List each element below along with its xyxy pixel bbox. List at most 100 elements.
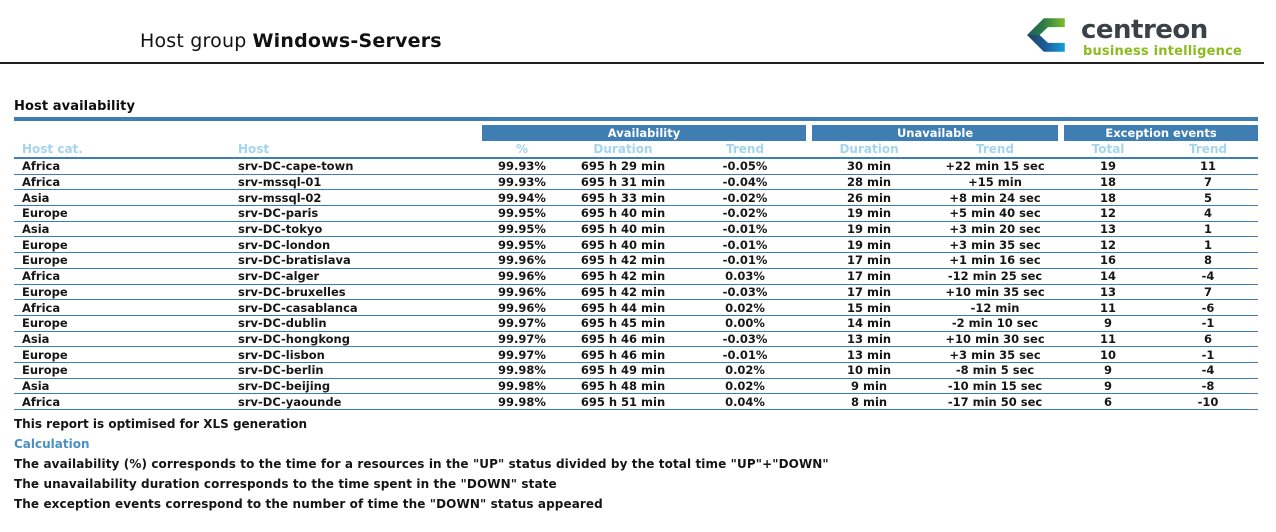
column-header-availability-pct: % — [482, 141, 562, 159]
calculation-line-availability: The availability (%) corresponds to the … — [14, 457, 829, 471]
cell-exception-total: 18 — [1058, 190, 1159, 207]
cell-host: srv-DC-bruxelles — [230, 285, 482, 301]
column-header-host: Host — [230, 141, 482, 159]
cell-exception-trend: 4 — [1158, 206, 1259, 222]
column-header-exception-total: Total — [1058, 141, 1159, 159]
cell-unavailable-trend: +3 min 35 sec — [932, 347, 1059, 363]
column-header-unavailable-trend: Trend — [932, 141, 1059, 159]
cell-unavailable-duration: 28 min — [806, 175, 933, 191]
cell-host: srv-mssql-01 — [230, 175, 482, 191]
cell-exception-trend: 1 — [1158, 222, 1259, 238]
cell-exception-trend: -8 — [1158, 379, 1259, 395]
cell-unavailable-duration: 17 min — [806, 253, 933, 269]
cell-unavailable-duration: 14 min — [806, 316, 933, 332]
cell-availability-pct: 99.98% — [482, 394, 562, 410]
cell-availability-trend: -0.01% — [684, 237, 807, 254]
cell-availability-pct: 99.97% — [482, 316, 562, 332]
page-title: Host group Windows-Servers — [140, 30, 442, 52]
cell-availability-trend: -0.02% — [684, 206, 807, 222]
cell-availability-pct: 99.96% — [482, 269, 562, 285]
cell-availability-pct: 99.98% — [482, 379, 562, 395]
cell-exception-total: 11 — [1058, 332, 1159, 348]
cell-exception-total: 9 — [1058, 363, 1159, 379]
column-header-availability-duration: Duration — [562, 141, 684, 159]
column-header-unavailable-duration: Duration — [806, 141, 933, 159]
cell-unavailable-duration: 19 min — [806, 206, 933, 222]
cell-host-cat: Europe — [14, 363, 230, 379]
cell-unavailable-trend: +3 min 35 sec — [932, 237, 1059, 254]
cell-host-cat: Africa — [14, 159, 230, 175]
cell-unavailable-trend: +22 min 15 sec — [932, 159, 1059, 175]
cell-host-cat: Asia — [14, 222, 230, 238]
cell-availability-duration: 695 h 42 min — [562, 269, 684, 285]
cell-unavailable-trend: -12 min 25 sec — [932, 269, 1059, 285]
cell-availability-pct: 99.96% — [482, 285, 562, 301]
cell-unavailable-duration: 8 min — [806, 394, 933, 410]
table-row: Europe srv-DC-bratislava 99.96% 695 h 42 mi… — [14, 253, 1259, 269]
cell-unavailable-trend: +3 min 20 sec — [932, 222, 1059, 238]
cell-host-cat: Europe — [14, 237, 230, 254]
cell-unavailable-trend: -17 min 50 sec — [932, 394, 1059, 410]
logo-text: centreon business intelligence — [1081, 17, 1242, 58]
cell-availability-duration: 695 h 29 min — [562, 159, 684, 175]
cell-host-cat: Asia — [14, 379, 230, 395]
calculation-label: Calculation — [14, 437, 90, 451]
column-header-row: Host cat. Host % Duration Trend Duration… — [14, 141, 1259, 159]
cell-host-cat: Africa — [14, 269, 230, 285]
table-row: Africa srv-DC-cape-town 99.93% 695 h 29 min… — [14, 159, 1259, 175]
cell-unavailable-duration: 13 min — [806, 347, 933, 363]
cell-host-cat: Europe — [14, 347, 230, 363]
cell-unavailable-duration: 17 min — [806, 269, 933, 285]
cell-availability-trend: -0.01% — [684, 347, 807, 363]
cell-availability-trend: 0.03% — [684, 269, 807, 285]
cell-exception-trend: 6 — [1158, 332, 1259, 348]
table-row: Europe srv-DC-lisbon 99.97% 695 h 46 min -0.… — [14, 347, 1259, 363]
report-footer: This report is optimised for XLS generat… — [14, 417, 1258, 511]
cell-availability-pct: 99.95% — [482, 206, 562, 222]
table-row: Africa srv-DC-alger 99.96% 695 h 42 min 0.03… — [14, 269, 1259, 285]
cell-host: srv-DC-london — [230, 237, 482, 254]
cell-availability-pct: 99.97% — [482, 332, 562, 348]
cell-unavailable-trend: -10 min 15 sec — [932, 379, 1059, 395]
group-header-row: Availability Unavailable Exception event… — [14, 125, 1259, 141]
cell-host-cat: Europe — [14, 206, 230, 222]
cell-exception-trend: 7 — [1158, 285, 1259, 301]
cell-host: srv-DC-cape-town — [230, 159, 482, 175]
table-row: Europe srv-DC-berlin 99.98% 695 h 49 min 0.0… — [14, 363, 1259, 379]
cell-availability-trend: 0.02% — [684, 300, 807, 316]
table-row: Asia srv-DC-beijing 99.98% 695 h 48 min 0.02… — [14, 379, 1259, 395]
cell-exception-total: 13 — [1058, 285, 1159, 301]
cell-exception-total: 18 — [1058, 175, 1159, 191]
cell-unavailable-trend: -8 min 5 sec — [932, 363, 1059, 379]
cell-exception-total: 12 — [1058, 237, 1159, 254]
cell-unavailable-duration: 15 min — [806, 300, 933, 316]
cell-unavailable-duration: 10 min — [806, 363, 933, 379]
cell-unavailable-duration: 19 min — [806, 237, 933, 254]
cell-exception-trend: -4 — [1158, 269, 1259, 285]
cell-host: srv-DC-tokyo — [230, 222, 482, 238]
cell-exception-trend: 11 — [1158, 159, 1259, 175]
cell-availability-duration: 695 h 40 min — [562, 222, 684, 238]
cell-availability-trend: -0.03% — [684, 332, 807, 348]
cell-availability-trend: -0.03% — [684, 285, 807, 301]
cell-availability-duration: 695 h 51 min — [562, 394, 684, 410]
cell-exception-total: 9 — [1058, 316, 1159, 332]
calculation-line-exception: The exception events correspond to the n… — [14, 497, 603, 511]
cell-availability-trend: 0.02% — [684, 363, 807, 379]
table-row: Asia srv-DC-hongkong 99.97% 695 h 46 min -0.… — [14, 332, 1259, 348]
header-divider — [0, 62, 1264, 64]
cell-unavailable-trend: +1 min 16 sec — [932, 253, 1059, 269]
cell-exception-trend: 8 — [1158, 253, 1259, 269]
cell-unavailable-trend: +10 min 30 sec — [932, 332, 1059, 348]
cell-availability-pct: 99.94% — [482, 190, 562, 207]
cell-exception-total: 9 — [1058, 379, 1159, 395]
cell-unavailable-duration: 30 min — [806, 159, 933, 175]
table-row: Europe srv-DC-bruxelles 99.96% 695 h 42 min… — [14, 285, 1259, 301]
cell-availability-pct: 99.93% — [482, 175, 562, 191]
cell-host-cat: Europe — [14, 253, 230, 269]
cell-unavailable-trend: -2 min 10 sec — [932, 316, 1059, 332]
table-row: Asia srv-mssql-02 99.94% 695 h 33 min -0.02%… — [14, 190, 1259, 207]
cell-exception-total: 6 — [1058, 394, 1159, 410]
cell-availability-trend: -0.02% — [684, 190, 807, 207]
column-header-availability-trend: Trend — [684, 141, 807, 159]
